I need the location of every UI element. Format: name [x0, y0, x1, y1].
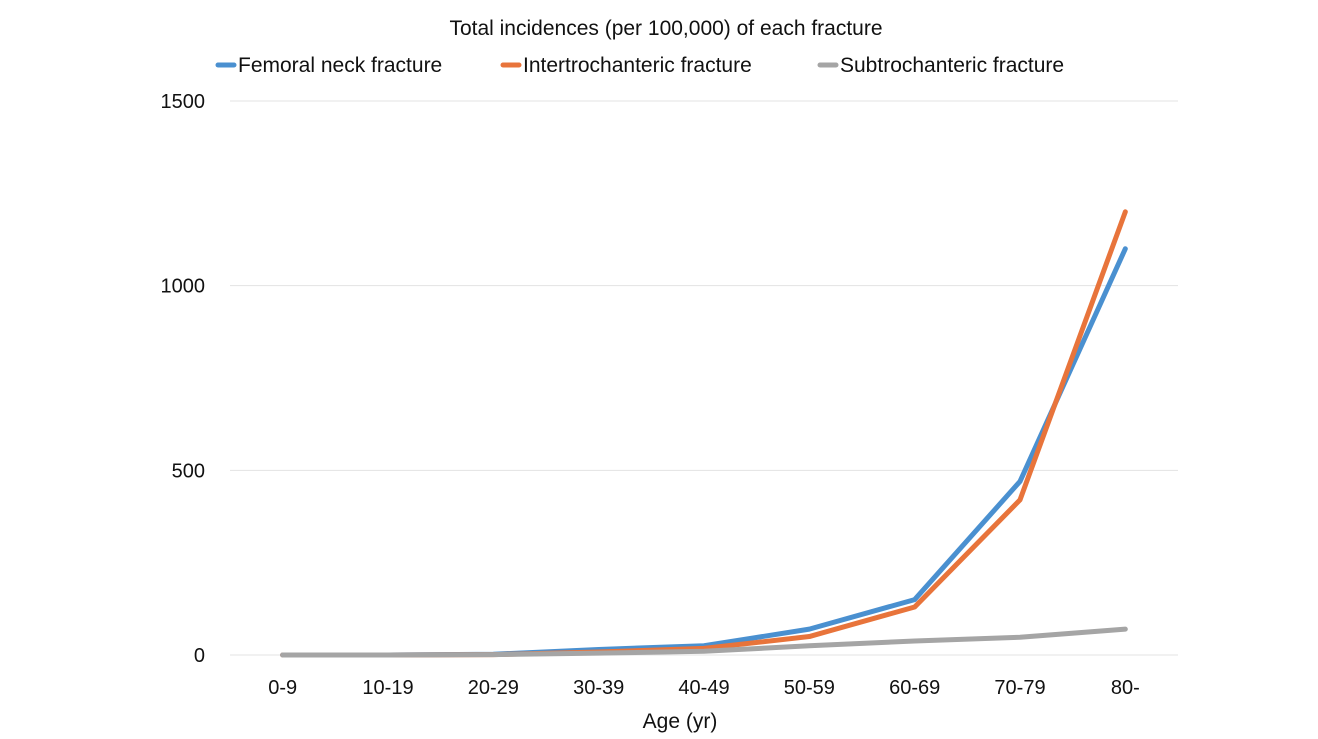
chart-title: Total incidences (per 100,000) of each f…: [449, 17, 882, 40]
series-line-1: [280, 209, 1128, 658]
x-tick-label: 60-69: [889, 677, 940, 699]
x-tick-label: 20-29: [468, 677, 519, 699]
x-tick-label: 70-79: [994, 677, 1045, 699]
x-tick-label: 50-59: [784, 677, 835, 699]
series-line-0: [280, 246, 1128, 658]
x-axis-ticks: 0-9 10-19 20-29 30-39 40-49 50-59 60-69 70-79 80…: [268, 677, 1140, 699]
x-axis-label: Age (yr): [643, 710, 718, 733]
x-tick-label: 10-19: [362, 677, 413, 699]
gridlines: [230, 100, 1178, 656]
legend-label: Intertrochanteric fracture: [523, 54, 752, 77]
series-lines: [280, 209, 1128, 658]
x-tick-label: 0-9: [268, 677, 297, 699]
legend-label: Femoral neck fracture: [238, 54, 442, 77]
series-line-2: [280, 626, 1128, 658]
y-axis-ticks: 0 500 1000 1500: [161, 91, 206, 667]
x-tick-label: 80-: [1111, 677, 1140, 699]
x-tick-label: 40-49: [678, 677, 729, 699]
y-tick-label: 0: [194, 645, 205, 667]
y-tick-label: 500: [172, 460, 205, 482]
x-tick-label: 30-39: [573, 677, 624, 699]
y-tick-label: 1500: [161, 91, 206, 113]
y-tick-label: 1000: [161, 276, 206, 298]
legend: Femoral neck fracture Intertrochanteric f…: [215, 54, 1064, 77]
legend-label: Subtrochanteric fracture: [840, 54, 1064, 77]
